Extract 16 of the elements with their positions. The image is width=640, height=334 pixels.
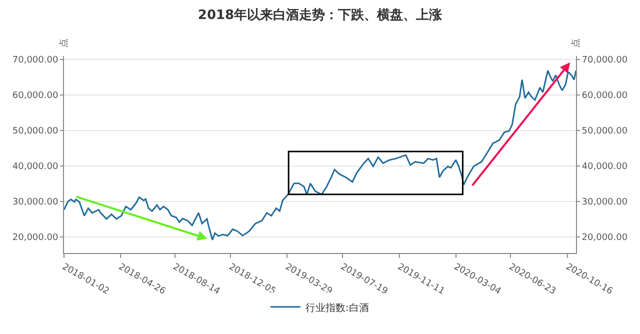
chart-title: 2018年以来白酒走势：下跌、横盘、上涨 xyxy=(198,7,444,24)
y-tick-label: 70,000.00 xyxy=(12,56,58,66)
y2-tick-label: 70,000.00 xyxy=(582,56,628,66)
y-tick-label: 20,000.00 xyxy=(12,233,58,244)
y-axis-title: 点 xyxy=(58,38,70,48)
y-tick-label: 30,000.00 xyxy=(12,198,58,208)
y-tick-label: 50,000.00 xyxy=(12,126,58,137)
y2-tick-label: 30,000.00 xyxy=(582,198,628,208)
legend-label: 行业指数:白酒 xyxy=(306,302,369,314)
y-tick-label: 60,000.00 xyxy=(12,91,58,102)
y2-tick-label: 40,000.00 xyxy=(582,162,628,172)
y-tick-label: 40,000.00 xyxy=(12,162,58,172)
y2-tick-label: 50,000.00 xyxy=(582,126,628,137)
y2-axis-title: 点 xyxy=(570,38,582,48)
y2-tick-label: 20,000.00 xyxy=(582,233,628,244)
y2-tick-label: 60,000.00 xyxy=(582,91,628,102)
